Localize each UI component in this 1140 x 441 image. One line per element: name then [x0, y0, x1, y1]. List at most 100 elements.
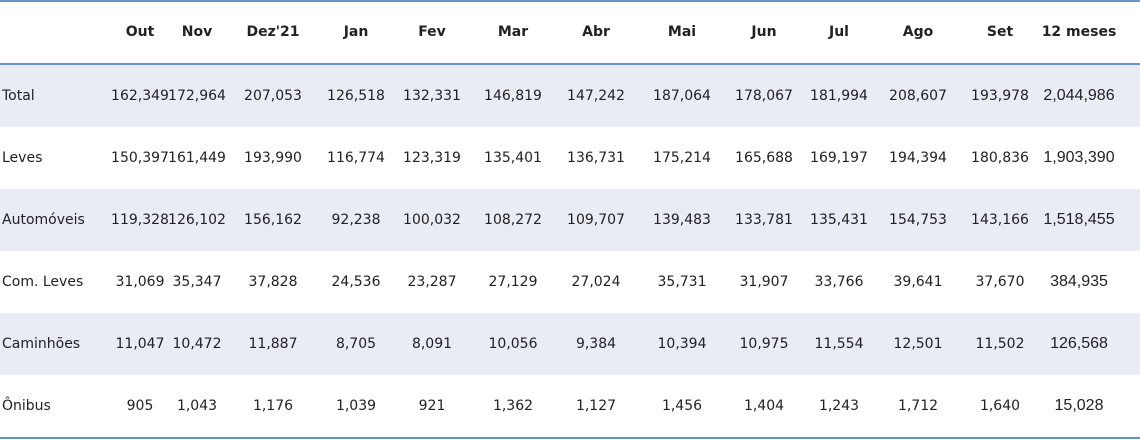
- cell-value: 146,819: [484, 88, 542, 104]
- cell-value: 116,774: [327, 150, 385, 166]
- row-label: Automóveis: [2, 212, 85, 228]
- cell-value: 1,640: [979, 398, 1021, 414]
- cell-value: 35,347: [172, 274, 222, 290]
- cell-value: 2,044,986: [1043, 87, 1115, 104]
- cell-value: 1,127: [575, 398, 617, 414]
- cell-value: 139,483: [653, 212, 711, 228]
- cell-value: 109,707: [567, 212, 625, 228]
- row-shade: [0, 189, 1140, 251]
- cell-value: 37,670: [975, 274, 1025, 290]
- column-header: Dez'21: [246, 24, 300, 40]
- column-header: 12 meses: [1041, 24, 1117, 40]
- cell-value: 154,753: [889, 212, 947, 228]
- cell-value: 15,028: [1054, 397, 1104, 414]
- cell-value: 1,404: [743, 398, 785, 414]
- cell-value: 194,394: [889, 150, 947, 166]
- column-header: Jun: [751, 24, 777, 40]
- cell-value: 123,319: [403, 150, 461, 166]
- cell-value: 193,978: [971, 88, 1029, 104]
- cell-value: 156,162: [244, 212, 302, 228]
- cell-value: 161,449: [168, 150, 226, 166]
- cell-value: 193,990: [244, 150, 302, 166]
- row-label: Ônibus: [2, 398, 51, 414]
- cell-value: 33,766: [814, 274, 864, 290]
- column-header: Ago: [902, 24, 934, 40]
- cell-value: 31,069: [115, 274, 165, 290]
- cell-value: 165,688: [735, 150, 793, 166]
- cell-value: 1,456: [661, 398, 703, 414]
- cell-value: 126,102: [168, 212, 226, 228]
- cell-value: 1,518,455: [1043, 211, 1115, 228]
- cell-value: 150,397: [111, 150, 169, 166]
- column-header: Out: [125, 24, 155, 40]
- cell-value: 175,214: [653, 150, 711, 166]
- column-header: Mar: [497, 24, 529, 40]
- cell-value: 921: [418, 398, 446, 414]
- cell-value: 136,731: [567, 150, 625, 166]
- row-shade: [0, 65, 1140, 127]
- cell-value: 172,964: [168, 88, 226, 104]
- cell-value: 1,903,390: [1043, 149, 1115, 166]
- cell-value: 37,828: [248, 274, 298, 290]
- cell-value: 24,536: [331, 274, 381, 290]
- column-header: Abr: [582, 24, 610, 40]
- row-label: Total: [2, 88, 35, 104]
- cell-value: 133,781: [735, 212, 793, 228]
- cell-value: 135,431: [810, 212, 868, 228]
- cell-value: 27,129: [488, 274, 538, 290]
- cell-value: 135,401: [484, 150, 542, 166]
- cell-value: 208,607: [889, 88, 947, 104]
- cell-value: 187,064: [653, 88, 711, 104]
- cell-value: 180,836: [971, 150, 1029, 166]
- cell-value: 1,243: [818, 398, 860, 414]
- column-header: Jul: [829, 24, 849, 40]
- cell-value: 27,024: [571, 274, 621, 290]
- top-rule: [0, 0, 1140, 2]
- cell-value: 11,887: [248, 336, 298, 352]
- header-rule: [0, 63, 1140, 65]
- column-header: Mai: [667, 24, 697, 40]
- cell-value: 10,056: [488, 336, 538, 352]
- cell-value: 100,032: [403, 212, 461, 228]
- cell-value: 11,047: [115, 336, 165, 352]
- cell-value: 1,039: [335, 398, 377, 414]
- cell-value: 1,176: [252, 398, 294, 414]
- cell-value: 108,272: [484, 212, 542, 228]
- cell-value: 10,472: [172, 336, 222, 352]
- row-shade: [0, 313, 1140, 375]
- column-header: Jan: [343, 24, 369, 40]
- cell-value: 10,975: [739, 336, 789, 352]
- cell-value: 9,384: [575, 336, 617, 352]
- cell-value: 169,197: [810, 150, 868, 166]
- cell-value: 23,287: [407, 274, 457, 290]
- column-header: Set: [986, 24, 1014, 40]
- column-header: Fev: [418, 24, 446, 40]
- cell-value: 8,705: [335, 336, 377, 352]
- cell-value: 35,731: [657, 274, 707, 290]
- cell-value: 1,043: [176, 398, 218, 414]
- cell-value: 39,641: [893, 274, 943, 290]
- cell-value: 162,349: [111, 88, 169, 104]
- bottom-rule: [0, 437, 1140, 439]
- cell-value: 147,242: [567, 88, 625, 104]
- cell-value: 1,362: [492, 398, 534, 414]
- cell-value: 207,053: [244, 88, 302, 104]
- cell-value: 8,091: [411, 336, 453, 352]
- cell-value: 1,712: [897, 398, 939, 414]
- row-label: Caminhões: [2, 336, 81, 352]
- cell-value: 10,394: [657, 336, 707, 352]
- cell-value: 11,502: [975, 336, 1025, 352]
- cell-value: 12,501: [893, 336, 943, 352]
- row-label: Leves: [2, 150, 43, 166]
- cell-value: 384,935: [1050, 273, 1108, 290]
- cell-value: 905: [126, 398, 154, 414]
- cell-value: 126,518: [327, 88, 385, 104]
- cell-value: 11,554: [814, 336, 864, 352]
- cell-value: 178,067: [735, 88, 793, 104]
- cell-value: 31,907: [739, 274, 789, 290]
- column-header: Nov: [181, 24, 213, 40]
- cell-value: 92,238: [331, 212, 381, 228]
- cell-value: 181,994: [810, 88, 868, 104]
- cell-value: 126,568: [1050, 335, 1108, 352]
